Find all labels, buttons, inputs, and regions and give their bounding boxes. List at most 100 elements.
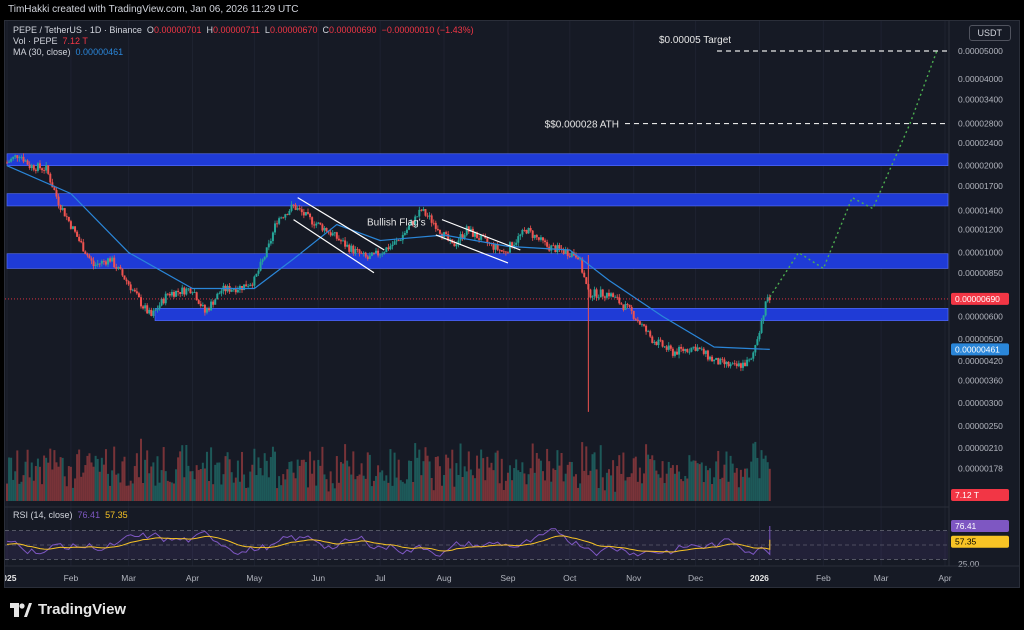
candle-body	[158, 305, 161, 309]
volume-bar	[379, 472, 382, 501]
candle-body	[665, 346, 668, 350]
candle-body	[614, 296, 617, 298]
price-chart[interactable]: $0.00005 Target $$0.000028 ATH Bullish Fla…	[5, 21, 1019, 587]
volume-bar	[137, 477, 140, 501]
candle-body	[667, 345, 670, 350]
volume-bar	[107, 473, 110, 501]
candle-body	[354, 249, 357, 254]
volume-bar	[671, 465, 674, 501]
ma-badge: 0.00000461	[955, 344, 1000, 354]
candle-body	[748, 359, 751, 361]
target-annotation: $0.00005 Target	[659, 35, 731, 46]
volume-bar	[511, 480, 514, 501]
volume-bar	[706, 470, 709, 501]
volume-bar	[624, 480, 627, 501]
ma-label: MA (30, close)	[13, 47, 71, 57]
volume-bar	[269, 457, 272, 501]
volume-bar	[366, 452, 369, 501]
candle-body	[22, 156, 25, 162]
candle-body	[465, 226, 468, 236]
volume-bar	[760, 450, 763, 501]
volume-bar	[410, 460, 413, 501]
volume-bar	[230, 472, 233, 501]
volume-bar	[113, 446, 116, 501]
candle-body	[696, 347, 699, 351]
ma-30-line	[6, 165, 770, 350]
volume-bar	[10, 457, 13, 501]
volume-bar	[197, 470, 200, 501]
candle-body	[24, 160, 27, 162]
candle-body	[544, 240, 547, 243]
volume-bar	[288, 461, 291, 501]
candle-body	[459, 234, 462, 241]
volume-bar	[748, 477, 751, 501]
candle-body	[290, 204, 293, 211]
volume-bar	[616, 466, 619, 501]
currency-button[interactable]: USDT	[968, 25, 1011, 41]
volume-bar	[370, 486, 373, 501]
y-tick-label: 0.00001200	[958, 225, 1003, 235]
volume-bar	[535, 452, 538, 501]
volume-bar	[492, 470, 495, 501]
volume-bar	[205, 451, 208, 501]
candle-body	[558, 245, 561, 249]
volume-bar	[653, 460, 656, 501]
volume-bar	[717, 450, 720, 501]
candle-body	[170, 291, 173, 296]
volume-bar	[86, 455, 89, 501]
volume-bar	[55, 462, 58, 501]
volume-bar	[744, 468, 747, 501]
chart-panel[interactable]: $0.00005 Target $$0.000028 ATH Bullish Fla…	[4, 20, 1020, 588]
candle-body	[41, 168, 44, 171]
candle-body	[88, 255, 91, 259]
volume-badge-bg	[951, 489, 1009, 501]
volume-bar	[98, 471, 101, 501]
volume-bar	[729, 455, 732, 501]
candle-body	[296, 208, 299, 210]
x-tick-label: 2026	[750, 573, 769, 583]
volume-bar	[67, 466, 70, 501]
candle-body	[410, 221, 413, 226]
volume-bar	[504, 480, 507, 501]
volume-bar	[622, 452, 625, 501]
candle-body	[337, 238, 340, 241]
volume-bar	[193, 479, 196, 501]
volume-bar	[319, 465, 322, 501]
volume-bar	[614, 491, 617, 501]
candle-body	[708, 356, 711, 360]
candle-body	[651, 336, 654, 343]
volume-bar	[331, 483, 334, 501]
volume-bar	[59, 457, 62, 501]
volume-bar	[589, 470, 592, 501]
volume-bar	[626, 477, 629, 501]
volume-bar	[766, 462, 769, 501]
candle-body	[14, 155, 17, 157]
tradingview-logo[interactable]: TradingView	[10, 601, 126, 618]
candle-body	[208, 308, 211, 311]
volume-group	[6, 438, 771, 501]
volume-bar	[131, 483, 134, 501]
candle-body	[166, 293, 169, 295]
candle-body	[680, 346, 683, 349]
candle-body	[257, 270, 260, 274]
candle-body	[752, 352, 755, 359]
volume-bar	[395, 477, 398, 501]
volume-bar	[356, 476, 359, 501]
volume-bar	[719, 479, 722, 501]
volume-bar	[154, 485, 157, 501]
volume-bar	[741, 476, 744, 501]
candle-body	[142, 306, 145, 309]
volume-bar	[82, 472, 85, 501]
volume-bar	[574, 474, 577, 501]
volume-bar	[146, 450, 149, 501]
volume-bar	[482, 458, 485, 501]
candle-body	[6, 162, 8, 164]
volume-bar	[381, 470, 384, 501]
volume-bar	[212, 484, 215, 501]
volume-bar	[243, 474, 246, 501]
candle-body	[418, 209, 421, 217]
currency-label: USDT	[977, 28, 1003, 38]
ohlc-legend: PEPE / TetherUS · 1D · Binance O0.000007…	[13, 25, 474, 36]
candle-body	[203, 304, 206, 313]
volume-bar	[306, 487, 309, 501]
